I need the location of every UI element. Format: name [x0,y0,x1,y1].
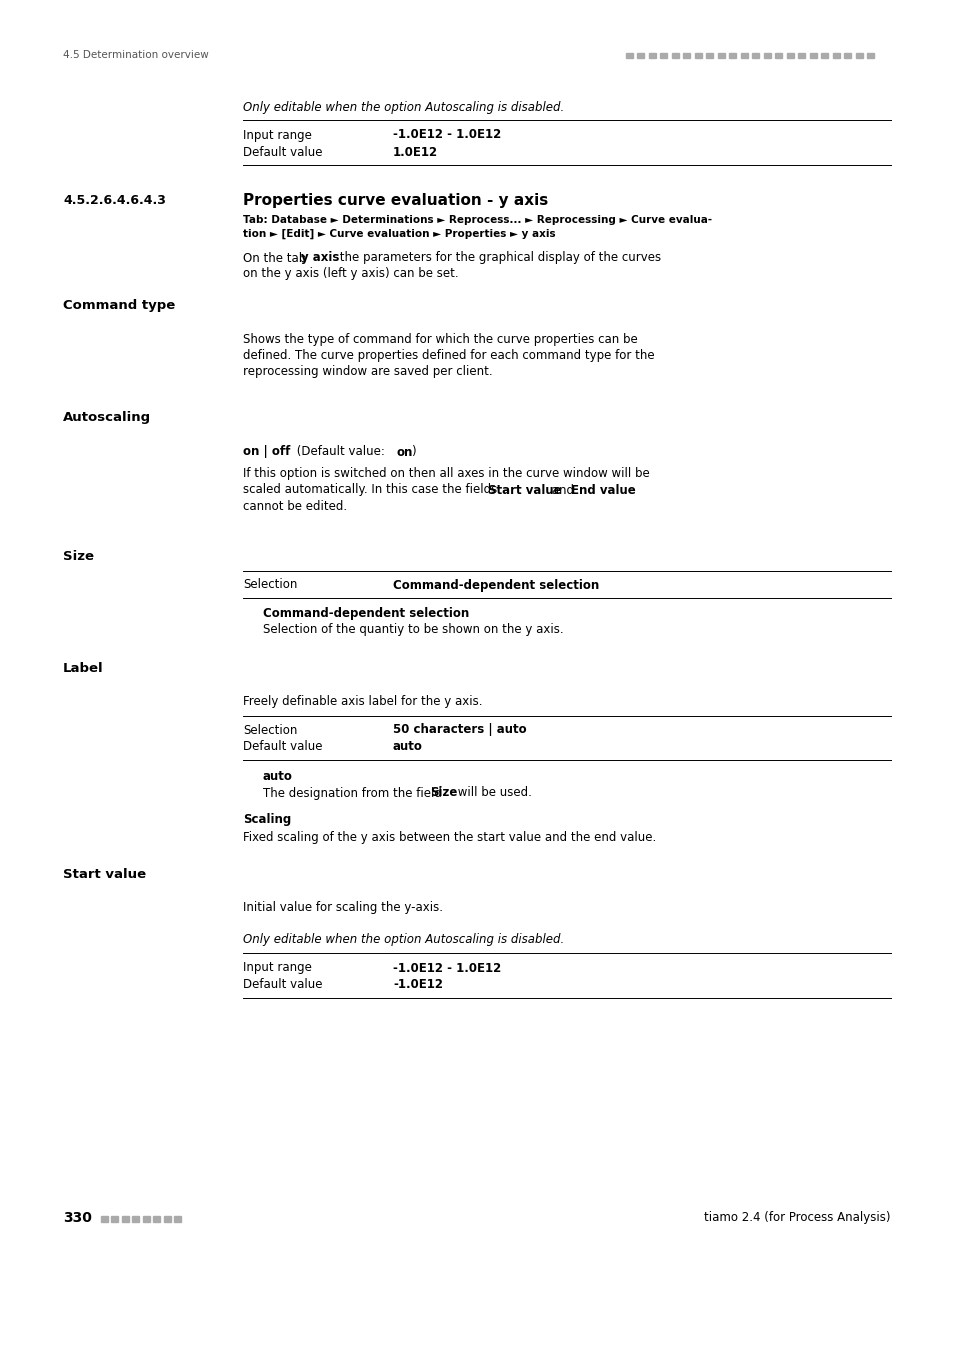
Text: If this option is switched on then all axes in the curve window will be: If this option is switched on then all a… [243,467,649,481]
Bar [143,1216,150,1222]
Bar [112,1216,118,1222]
Text: Only editable when the option Autoscaling is disabled.: Only editable when the option Autoscalin… [243,933,563,946]
Bar [718,53,724,58]
Bar [122,1216,129,1222]
Text: (Default value:: (Default value: [293,446,388,459]
Text: On the tab: On the tab [243,251,310,265]
Text: 1.0E12: 1.0E12 [393,147,437,159]
Text: Input range: Input range [243,961,312,975]
Text: ): ) [411,446,416,459]
Text: Start value: Start value [488,483,561,497]
Bar [637,53,644,58]
Text: Shows the type of command for which the curve properties can be: Shows the type of command for which the … [243,333,638,347]
Text: Initial value for scaling the y-axis.: Initial value for scaling the y-axis. [243,902,442,914]
Bar [798,53,804,58]
Text: The designation from the field: The designation from the field [263,787,445,799]
Text: Command-dependent selection: Command-dependent selection [263,608,469,621]
Text: on the y axis (left y axis) can be set.: on the y axis (left y axis) can be set. [243,267,458,281]
Bar [821,53,827,58]
Bar [153,1216,160,1222]
Bar [174,1216,181,1222]
Text: auto: auto [263,769,293,783]
Bar [775,53,781,58]
Bar [625,53,633,58]
Text: Command type: Command type [63,300,175,312]
Bar [809,53,816,58]
Text: the parameters for the graphical display of the curves: the parameters for the graphical display… [335,251,660,265]
Text: Default value: Default value [243,147,322,159]
Bar [659,53,667,58]
Bar [740,53,747,58]
Text: Default value: Default value [243,741,322,753]
Text: tion ► [Edit] ► Curve evaluation ► Properties ► y axis: tion ► [Edit] ► Curve evaluation ► Prope… [243,230,555,239]
Text: Autoscaling: Autoscaling [63,412,151,424]
Bar [752,53,759,58]
Text: y axis: y axis [301,251,339,265]
Text: Start value: Start value [63,868,146,880]
Text: Size: Size [430,787,456,799]
Text: -1.0E12 - 1.0E12: -1.0E12 - 1.0E12 [393,128,500,142]
Text: Command-dependent selection: Command-dependent selection [393,579,598,591]
Text: Size: Size [63,549,94,563]
Text: Selection: Selection [243,724,297,737]
Bar [729,53,736,58]
Text: Fixed scaling of the y axis between the start value and the end value.: Fixed scaling of the y axis between the … [243,832,656,845]
Text: Input range: Input range [243,128,312,142]
Bar [695,53,701,58]
Text: Selection: Selection [243,579,297,591]
Text: Only editable when the option Autoscaling is disabled.: Only editable when the option Autoscalin… [243,100,563,113]
Bar [786,53,793,58]
Text: Selection of the quantiy to be shown on the y axis.: Selection of the quantiy to be shown on … [263,624,563,636]
Text: 4.5 Determination overview: 4.5 Determination overview [63,50,209,59]
Text: 4.5.2.6.4.6.4.3: 4.5.2.6.4.6.4.3 [63,193,166,207]
Text: Properties curve evaluation - y axis: Properties curve evaluation - y axis [243,193,548,208]
Bar [855,53,862,58]
Text: auto: auto [393,741,422,753]
Text: Scaling: Scaling [243,814,291,826]
Bar [706,53,713,58]
Bar [843,53,851,58]
Text: 330: 330 [63,1211,91,1224]
Bar [866,53,874,58]
Text: -1.0E12 - 1.0E12: -1.0E12 - 1.0E12 [393,961,500,975]
Bar [763,53,770,58]
Text: Label: Label [63,663,104,675]
Bar [101,1216,108,1222]
Text: defined. The curve properties defined for each command type for the: defined. The curve properties defined fo… [243,350,654,363]
Text: cannot be edited.: cannot be edited. [243,500,347,513]
Text: Default value: Default value [243,979,322,991]
Bar [671,53,679,58]
Text: End value: End value [571,483,635,497]
Text: on: on [396,446,413,459]
Text: Tab: Database ► Determinations ► Reprocess... ► Reprocessing ► Curve evalua-: Tab: Database ► Determinations ► Reproce… [243,215,711,225]
Bar [648,53,656,58]
Bar [682,53,690,58]
Text: on | off: on | off [243,446,290,459]
Text: will be used.: will be used. [454,787,532,799]
Text: tiamo 2.4 (for Process Analysis): tiamo 2.4 (for Process Analysis) [703,1211,890,1224]
Text: and: and [547,483,578,497]
Text: -1.0E12: -1.0E12 [393,979,442,991]
Text: reprocessing window are saved per client.: reprocessing window are saved per client… [243,366,492,378]
Bar [164,1216,171,1222]
Text: Freely definable axis label for the y axis.: Freely definable axis label for the y ax… [243,695,482,709]
Bar [832,53,840,58]
Bar [132,1216,139,1222]
Text: scaled automatically. In this case the fields: scaled automatically. In this case the f… [243,483,500,497]
Text: 50 characters | auto: 50 characters | auto [393,724,526,737]
